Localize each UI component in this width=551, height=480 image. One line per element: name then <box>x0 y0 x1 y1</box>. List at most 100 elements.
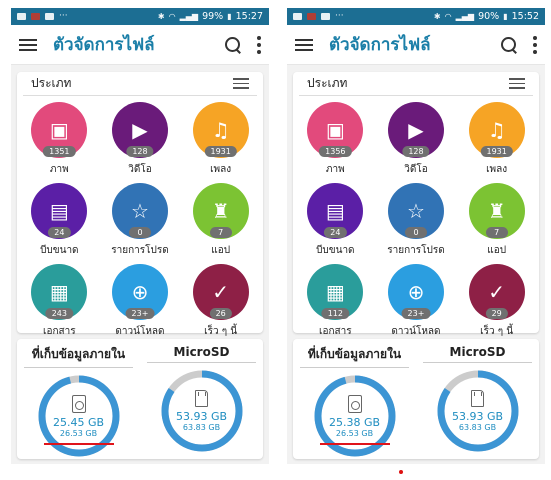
list-view-icon[interactable] <box>509 78 525 89</box>
count-badge: 112 <box>321 308 349 319</box>
count-badge: 243 <box>45 308 73 319</box>
battery-icon: ▮ <box>503 12 508 21</box>
app-bar: ตัวจัดการไฟล์ <box>11 25 269 65</box>
internal-storage-ring: 25.45 GB 26.53 GB <box>36 373 122 459</box>
red-dot <box>399 470 403 474</box>
category-5[interactable]: ♜ 7 แอป <box>180 183 261 259</box>
category-label: ภาพ <box>325 164 345 175</box>
ring-used <box>161 370 242 452</box>
category-label: บีบขนาด <box>316 245 355 256</box>
storage-card: ที่เก็บข้อมูลภายใน 25.45 GB 26.53 GB Mic… <box>17 339 263 459</box>
category-8[interactable]: ✓ 26 เร็ว ๆ นี้ <box>180 264 261 340</box>
count-badge: 23+ <box>401 308 431 319</box>
document-icon: ▦ <box>31 264 88 320</box>
status-bar: ··· ✱ ◠ ▂▄▆ 99% ▮ 15:27 <box>11 8 269 25</box>
category-1[interactable]: ▶ 128 วิดีโอ <box>376 102 457 178</box>
category-label: เอกสาร <box>43 326 76 337</box>
phone-screenshot-1: ··· ✱ ◠ ▂▄▆ 99% ▮ 15:27 ตัวจัดการไฟล์ ปร… <box>11 8 269 464</box>
categories-title: ประเภท <box>31 76 72 90</box>
menu-icon[interactable] <box>295 38 313 51</box>
category-4[interactable]: ☆ 0 รายการโปรด <box>376 183 457 259</box>
internal-storage[interactable]: ที่เก็บข้อมูลภายใน 25.38 GB 26.53 GB <box>293 339 416 459</box>
category-7[interactable]: ⊕ 23+ ดาวน์โหลด <box>376 264 457 340</box>
categories-card: ประเภท ▣ 1351 ภาพ ▶ 128 วิดีโอ ♫ 1931 เพลง ▤ 24 บีบ… <box>17 72 263 337</box>
menu-icon[interactable] <box>19 38 37 51</box>
category-8[interactable]: ✓ 29 เร็ว ๆ นี้ <box>456 264 537 340</box>
mail-icon <box>293 13 302 20</box>
ring-used <box>314 375 395 457</box>
count-badge: 128 <box>126 146 154 157</box>
more-options-icon[interactable] <box>533 35 537 54</box>
sd-card-icon <box>195 390 208 407</box>
category-5[interactable]: ♜ 7 แอป <box>456 183 537 259</box>
app-title: ตัวจัดการไฟล์ <box>53 35 155 55</box>
category-label: บีบขนาด <box>40 245 79 256</box>
message-icon <box>321 13 330 20</box>
microsd-storage[interactable]: MicroSD 53.93 GB 63.83 GB <box>140 339 263 459</box>
count-badge: 0 <box>404 227 427 238</box>
internal-storage[interactable]: ที่เก็บข้อมูลภายใน 25.45 GB 26.53 GB <box>17 339 140 459</box>
search-icon[interactable] <box>223 35 243 55</box>
count-badge: 23+ <box>125 308 155 319</box>
category-label: ภาพ <box>49 164 69 175</box>
category-0[interactable]: ▣ 1351 ภาพ <box>19 102 100 178</box>
microsd-storage[interactable]: MicroSD 53.93 GB 63.83 GB <box>416 339 539 459</box>
microsd-title: MicroSD <box>423 345 532 363</box>
storage-card: ที่เก็บข้อมูลภายใน 25.38 GB 26.53 GB Mic… <box>293 339 539 459</box>
category-label: รายการโปรด <box>111 245 169 256</box>
internal-used: 25.45 GB <box>52 415 105 429</box>
categories-title: ประเภท <box>307 76 348 90</box>
category-label: เพลง <box>210 164 232 175</box>
signal-icon: ▂▄▆ <box>455 12 475 21</box>
category-2[interactable]: ♫ 1931 เพลง <box>180 102 261 178</box>
internal-ring-chart <box>38 375 119 457</box>
category-7[interactable]: ⊕ 23+ ดาวน์โหลด <box>100 264 181 340</box>
internal-total: 26.53 GB <box>59 428 98 438</box>
count-badge: 128 <box>402 146 430 157</box>
clock: 15:27 <box>235 11 263 22</box>
microsd-title: MicroSD <box>147 345 256 363</box>
category-6[interactable]: ▦ 112 เอกสาร <box>295 264 376 340</box>
bluetooth-icon: ✱ <box>157 12 165 21</box>
category-4[interactable]: ☆ 0 รายการโปรด <box>100 183 181 259</box>
search-icon[interactable] <box>499 35 519 55</box>
wifi-icon: ◠ <box>168 12 176 21</box>
categories-header: ประเภท <box>23 72 257 96</box>
count-badge: 24 <box>324 227 347 238</box>
microsd-total: 63.83 GB <box>458 423 497 432</box>
category-6[interactable]: ▦ 243 เอกสาร <box>19 264 100 340</box>
category-label: รายการโปรด <box>387 245 445 256</box>
internal-used: 25.38 GB <box>328 415 381 429</box>
battery-percent: 90% <box>478 11 500 22</box>
categories-header: ประเภท <box>299 72 533 96</box>
category-label: เร็ว ๆ นี้ <box>204 326 238 337</box>
category-label: เอกสาร <box>319 326 352 337</box>
count-badge: 1931 <box>204 146 237 157</box>
category-grid: ▣ 1356 ภาพ ▶ 128 วิดีโอ ♫ 1931 เพลง ▤ 24 บีบขนาด ☆ 0 ร… <box>293 96 539 340</box>
category-3[interactable]: ▤ 24 บีบขนาด <box>19 183 100 259</box>
phone-screenshot-2: ··· ✱ ◠ ▂▄▆ 90% ▮ 15:52 ตัวจัดการไฟล์ ปร… <box>287 8 545 464</box>
category-1[interactable]: ▶ 128 วิดีโอ <box>100 102 181 178</box>
category-3[interactable]: ▤ 24 บีบขนาด <box>295 183 376 259</box>
notification-icon <box>307 13 316 20</box>
battery-percent: 99% <box>202 11 224 22</box>
internal-storage-title: ที่เก็บข้อมูลภายใน <box>24 345 133 368</box>
signal-icon: ▂▄▆ <box>179 12 199 21</box>
microsd-storage-ring: 53.93 GB 63.83 GB <box>159 368 245 454</box>
message-icon <box>45 13 54 20</box>
battery-icon: ▮ <box>227 12 232 21</box>
microsd-ring-chart <box>437 370 518 452</box>
hard-drive-icon <box>71 394 86 413</box>
category-0[interactable]: ▣ 1356 ภาพ <box>295 102 376 178</box>
category-2[interactable]: ♫ 1931 เพลง <box>456 102 537 178</box>
list-view-icon[interactable] <box>233 78 249 89</box>
count-badge: 1351 <box>43 146 76 157</box>
music-icon: ♫ <box>468 102 525 158</box>
mail-icon <box>17 13 26 20</box>
notification-icon <box>31 13 40 20</box>
more-options-icon[interactable] <box>257 35 261 54</box>
microsd-total: 63.83 GB <box>182 423 221 432</box>
category-label: แอป <box>487 245 507 256</box>
category-label: เร็ว ๆ นี้ <box>480 326 514 337</box>
category-grid: ▣ 1351 ภาพ ▶ 128 วิดีโอ ♫ 1931 เพลง ▤ 24 บีบขนาด ☆ 0 ร… <box>17 96 263 340</box>
